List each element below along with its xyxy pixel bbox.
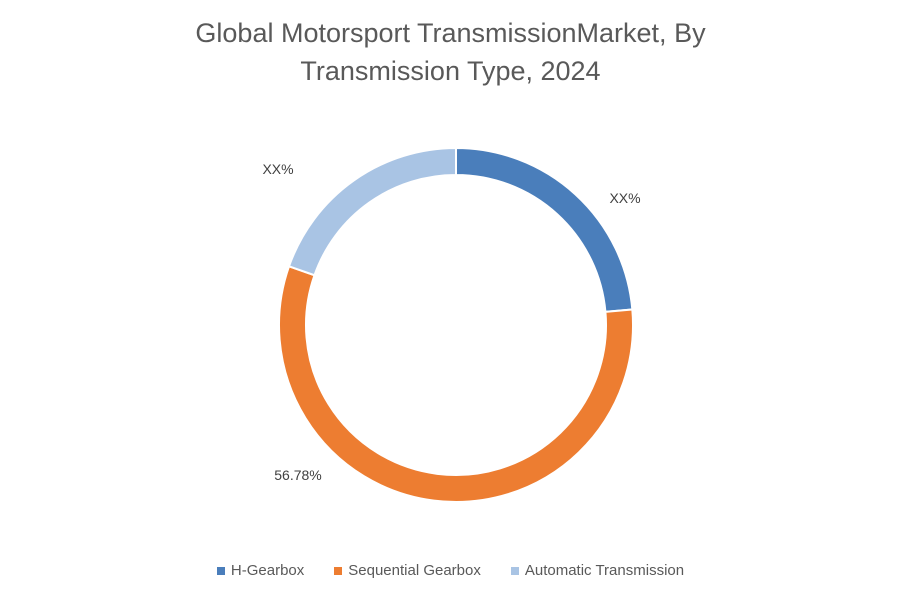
data-label: 56.78% [274,467,321,483]
legend-label: Sequential Gearbox [348,562,481,579]
chart-title-line-2: Transmission Type, 2024 [300,56,601,86]
data-label: XX% [609,190,640,206]
chart-title-line-1: Global Motorsport TransmissionMarket, By [195,18,706,48]
legend: H-Gearbox Sequential Gearbox Automatic T… [0,562,901,579]
legend-swatch [216,566,225,575]
legend-label: Automatic Transmission [524,562,685,579]
donut-slice-h-gearbox [455,146,634,313]
legend-item-sequential-gearbox: Sequential Gearbox [334,562,481,579]
legend-swatch [510,566,519,575]
donut-slice-sequential-gearbox [278,265,634,503]
legend-item-automatic-transmission: Automatic Transmission [510,562,685,579]
legend-item-h-gearbox: H-Gearbox [216,562,305,579]
chart-title: Global Motorsport TransmissionMarket, By… [0,14,901,90]
legend-swatch [334,566,343,575]
legend-label: H-Gearbox [230,562,305,579]
donut-slice-automatic-transmission [287,146,457,277]
data-label: XX% [262,161,293,177]
